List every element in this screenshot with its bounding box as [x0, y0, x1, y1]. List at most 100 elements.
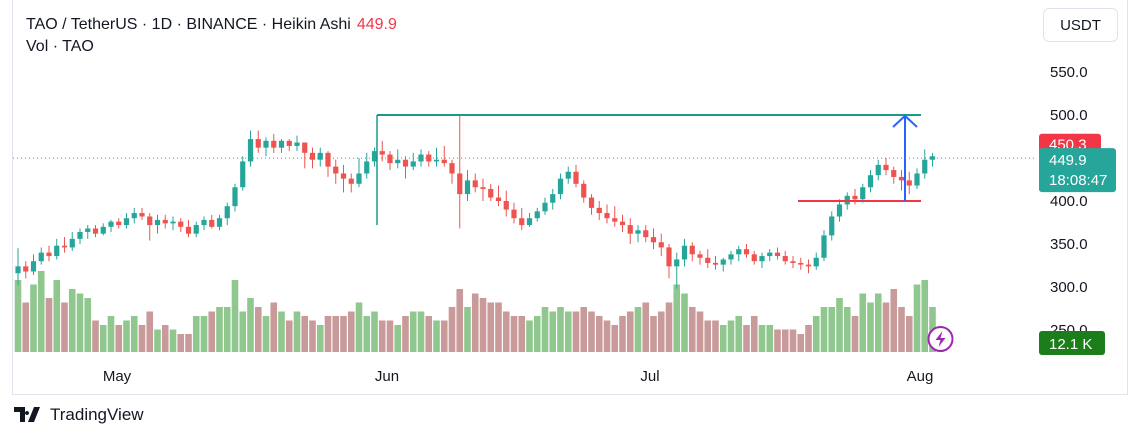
volume-bar: [913, 284, 921, 352]
volume-bar: [192, 316, 200, 352]
volume-bar: [898, 307, 905, 352]
candle-body: [92, 228, 99, 234]
candle-body: [193, 225, 199, 234]
volume-bar: [433, 320, 440, 352]
candle-body: [472, 180, 478, 188]
candle-body: [77, 231, 83, 239]
candle-body: [325, 152, 331, 167]
volume-bar: [758, 325, 766, 352]
volume-tag-label: 12.1 K: [1049, 336, 1092, 353]
candle-body: [596, 207, 602, 214]
candle-body: [751, 254, 757, 262]
volume-layer: [14, 271, 936, 352]
volume-bar: [611, 325, 619, 352]
volume-bar: [378, 320, 386, 352]
legend-volume-label[interactable]: Vol · TAO: [26, 38, 94, 55]
candle-body: [689, 245, 695, 255]
volume-bar: [107, 316, 115, 352]
candle-body: [379, 151, 385, 155]
volume-bar: [146, 311, 154, 352]
lightning-icon[interactable]: [927, 326, 954, 352]
tradingview-footer[interactable]: TradingView: [14, 405, 144, 425]
volume-bar: [580, 307, 588, 352]
volume-bar: [704, 320, 712, 352]
volume-bar: [138, 325, 146, 352]
volume-bar: [161, 325, 169, 352]
candle-body: [457, 173, 463, 195]
volume-bar: [774, 329, 781, 352]
price-tag-countdown: 18:08:47: [1049, 172, 1107, 189]
volume-bar: [324, 316, 332, 352]
candle-body: [836, 204, 843, 217]
volume-bar: [750, 316, 758, 352]
tradingview-logo-icon: [14, 407, 40, 422]
candle-body: [139, 213, 145, 217]
volume-bar: [402, 316, 409, 352]
volume-bar: [363, 316, 371, 352]
volume-bar: [371, 311, 378, 352]
candle-body: [224, 206, 230, 219]
candle-body: [464, 180, 471, 195]
volume-bar: [541, 307, 549, 352]
candle-body: [674, 259, 680, 267]
candle-body: [643, 230, 649, 238]
candle-body: [519, 218, 525, 226]
volume-bar: [200, 316, 208, 352]
x-tick-label: Jun: [375, 368, 399, 385]
candle-body: [271, 140, 277, 148]
candle-body: [240, 161, 246, 188]
volume-bar: [921, 280, 929, 352]
candle-body: [526, 218, 533, 226]
legend-title[interactable]: TAO / TetherUS · 1D · BINANCE · Heikin A…: [26, 16, 351, 33]
volume-bar: [61, 302, 68, 352]
candle-body: [38, 252, 44, 262]
candle-body: [410, 161, 416, 167]
volume-bar: [130, 316, 138, 352]
volume-bar: [859, 293, 867, 352]
price-tag-last: [1039, 148, 1116, 193]
volume-bar: [355, 302, 363, 352]
candle-body: [650, 237, 657, 243]
candle-body: [759, 256, 765, 262]
volume-bar: [185, 334, 192, 352]
candle-body: [588, 197, 595, 208]
candle-body: [255, 139, 261, 148]
price-tag-last-label: 449.9: [1049, 152, 1087, 169]
candle-body: [573, 171, 579, 184]
candle-body: [364, 161, 370, 174]
candle-body: [185, 226, 192, 234]
candle-body: [278, 140, 285, 148]
legend-price: 449.9: [356, 16, 397, 33]
candle-body: [294, 142, 300, 146]
candle-body: [736, 249, 742, 255]
volume-bar: [820, 307, 828, 352]
volume-bar: [30, 284, 37, 352]
volume-bar: [309, 320, 316, 352]
candle-body: [263, 140, 269, 148]
candle-body: [433, 159, 440, 162]
candle-body: [131, 213, 137, 219]
measure-arrow-head: [892, 114, 918, 128]
candle-body: [426, 154, 432, 162]
volume-bar: [688, 307, 696, 352]
volume-bar: [169, 329, 177, 352]
volume-bar: [572, 311, 580, 352]
volume-bar: [417, 311, 425, 352]
volume-bar: [603, 320, 611, 352]
volume-bar: [564, 311, 572, 352]
volume-bar: [278, 311, 285, 352]
volume-bar: [22, 302, 30, 352]
y-tick-label: 300.0: [1050, 279, 1088, 296]
candle-body: [821, 235, 827, 258]
candle-body: [69, 238, 75, 248]
currency-button[interactable]: USDT: [1043, 8, 1118, 42]
volume-bar: [712, 320, 719, 352]
candle-body: [147, 216, 153, 226]
candle-body: [929, 156, 936, 160]
candle-body: [116, 221, 122, 226]
candle-body: [805, 264, 812, 267]
candle-body: [658, 242, 664, 248]
volume-bar: [409, 311, 417, 352]
candle-body: [216, 218, 223, 227]
